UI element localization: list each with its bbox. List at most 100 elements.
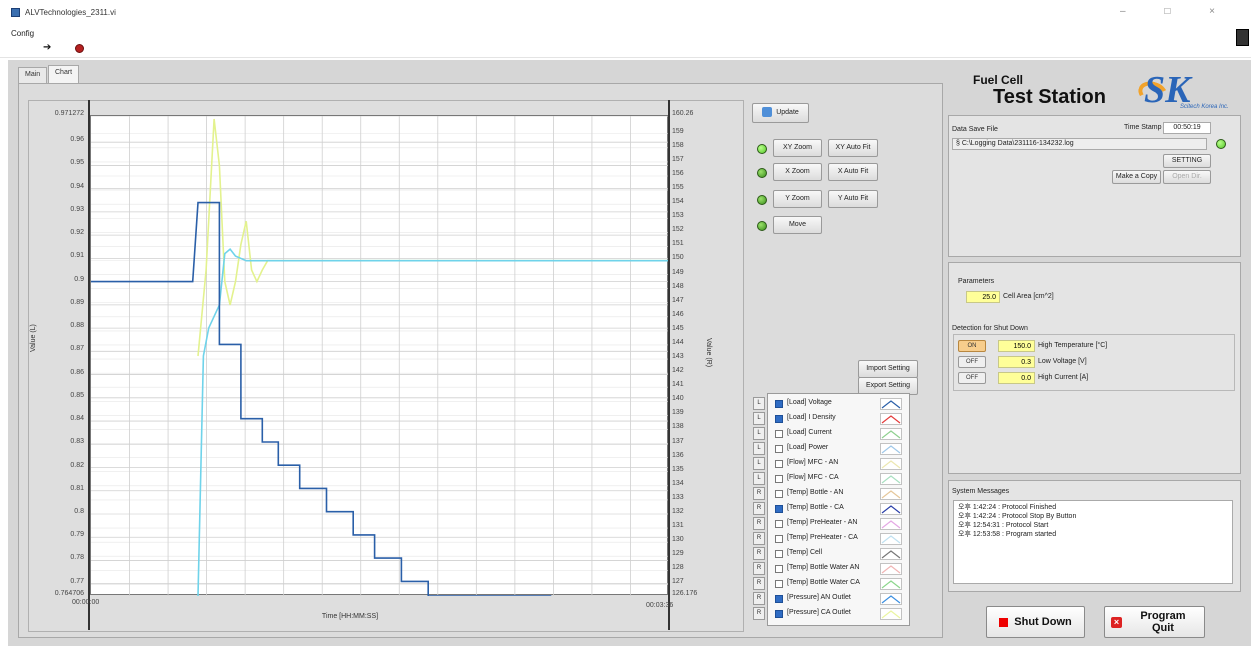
xy-zoom-led (757, 144, 767, 154)
series-visible-checkbox[interactable] (775, 550, 783, 558)
axis-assign-button[interactable]: R (753, 607, 765, 620)
axis-assign-button[interactable]: R (753, 532, 765, 545)
open-dir-button[interactable]: Open Dir. (1163, 170, 1211, 184)
legend-swatch-icon[interactable] (880, 578, 902, 590)
parameters-label: Parameters (958, 278, 995, 285)
legend-swatch-icon[interactable] (880, 488, 902, 500)
axis-assign-button[interactable]: R (753, 592, 765, 605)
system-message-line: 오후 12:54:31 : Protocol Start (958, 522, 1049, 529)
series-visible-checkbox[interactable] (775, 520, 783, 528)
legend-swatch-icon[interactable] (880, 563, 902, 575)
legend-swatch-icon[interactable] (880, 548, 902, 560)
shutdown-toggle-switch[interactable]: OFF (958, 372, 986, 384)
abort-execution-icon[interactable] (75, 44, 84, 53)
series-visible-checkbox[interactable] (775, 415, 783, 423)
legend-swatch-icon[interactable] (880, 533, 902, 545)
right-axis-cursor[interactable] (668, 100, 670, 630)
series-visible-checkbox[interactable] (775, 565, 783, 573)
axis-assign-button[interactable]: L (753, 457, 765, 470)
shutdown-button[interactable]: Shut Down (986, 606, 1085, 638)
legend-swatch-icon[interactable] (880, 473, 902, 485)
x-autofit-button[interactable]: X Auto Fit (828, 163, 878, 181)
xy-autofit-button[interactable]: XY Auto Fit (828, 139, 878, 157)
series-visible-checkbox[interactable] (775, 475, 783, 483)
y-autofit-button[interactable]: Y Auto Fit (828, 190, 878, 208)
shutdown-detection-box (953, 334, 1235, 391)
run-arrow-icon[interactable]: ➔ (43, 42, 52, 53)
legend-swatch-icon[interactable] (880, 593, 902, 605)
axis-assign-button[interactable]: R (753, 487, 765, 500)
left-axis-cursor[interactable] (88, 100, 90, 630)
menu-config[interactable]: Config (11, 29, 35, 38)
save-path-field[interactable]: § C:\Logging Data\231116-134232.log (952, 138, 1207, 150)
series-visible-checkbox[interactable] (775, 505, 783, 513)
plot-svg (91, 115, 669, 597)
y-zoom-button[interactable]: Y Zoom (773, 190, 822, 208)
update-button[interactable]: Update (752, 103, 809, 123)
series-visible-checkbox[interactable] (775, 445, 783, 453)
legend-swatch-line (881, 535, 901, 544)
legend-label: [Temp] Bottle - CA (787, 504, 844, 511)
series-visible-checkbox[interactable] (775, 400, 783, 408)
xy-zoom-button[interactable]: XY Zoom (773, 139, 822, 157)
series-line-pressure-an-outlet (197, 247, 669, 597)
axis-assign-button[interactable]: L (753, 442, 765, 455)
legend-swatch-icon[interactable] (880, 608, 902, 620)
series-visible-checkbox[interactable] (775, 535, 783, 543)
legend-label: [Load] Power (787, 444, 829, 451)
cell-area-input[interactable] (966, 291, 1000, 303)
right-tick-label: 132 (672, 507, 684, 515)
tab-main[interactable]: Main (18, 67, 48, 83)
axis-assign-button[interactable]: L (753, 472, 765, 485)
make-copy-button[interactable]: Make a Copy (1112, 170, 1161, 184)
axis-assign-button[interactable]: R (753, 517, 765, 530)
axis-assign-button[interactable]: R (753, 502, 765, 515)
legend-swatch-icon[interactable] (880, 503, 902, 515)
legend-swatch-icon[interactable] (880, 428, 902, 440)
series-visible-checkbox[interactable] (775, 490, 783, 498)
left-tick-label: 0.81 (70, 484, 84, 492)
series-visible-checkbox[interactable] (775, 460, 783, 468)
left-tick-label: 0.94 (70, 182, 84, 190)
shutdown-toggle-switch[interactable]: ON (958, 340, 986, 352)
x-tick-start: 00:00:00 (72, 599, 100, 606)
right-tick-label: 139 (672, 409, 684, 417)
series-visible-checkbox[interactable] (775, 580, 783, 588)
axis-assign-button[interactable]: L (753, 397, 765, 410)
system-messages-log[interactable]: 오후 1:42:24 : Protocol Finished 오후 1:42:24… (953, 500, 1233, 584)
series-visible-checkbox[interactable] (775, 610, 783, 618)
axis-assign-button[interactable]: R (753, 547, 765, 560)
legend-swatch-icon[interactable] (880, 443, 902, 455)
tab-chart[interactable]: Chart (48, 65, 80, 84)
import-setting-button[interactable]: Import Setting (858, 360, 918, 378)
window-title: ALVTechnologies_2311.vi (25, 8, 116, 17)
shutdown-toggle-switch[interactable]: OFF (958, 356, 986, 368)
axis-assign-button[interactable]: L (753, 412, 765, 425)
axis-assign-button[interactable]: R (753, 577, 765, 590)
legend-label: [Temp] Bottle Water CA (787, 579, 860, 586)
system-message-line: 오후 12:53:58 : Program started (958, 531, 1057, 538)
setting-button[interactable]: SETTING (1163, 154, 1211, 168)
move-button[interactable]: Move (773, 216, 822, 234)
shutdown-threshold-input[interactable] (998, 356, 1035, 368)
right-tick-label: 136 (672, 451, 684, 459)
legend-label: [Load] Current (787, 429, 832, 436)
title-bar (0, 0, 1251, 24)
axis-assign-button[interactable]: R (753, 562, 765, 575)
window-controls[interactable]: – □ × (1120, 6, 1233, 17)
legend-swatch-icon[interactable] (880, 518, 902, 530)
program-quit-button[interactable]: × Program Quit (1104, 606, 1205, 638)
legend-swatch-icon[interactable] (880, 398, 902, 410)
axis-assign-button[interactable]: L (753, 427, 765, 440)
series-visible-checkbox[interactable] (775, 595, 783, 603)
right-tick-label: 153 (672, 212, 684, 220)
x-zoom-button[interactable]: X Zoom (773, 163, 822, 181)
legend-swatch-icon[interactable] (880, 458, 902, 470)
plot-area[interactable] (90, 115, 669, 597)
shutdown-threshold-input[interactable] (998, 372, 1035, 384)
legend-swatch-line (881, 520, 901, 529)
legend-swatch-icon[interactable] (880, 413, 902, 425)
shutdown-threshold-input[interactable] (998, 340, 1035, 352)
legend-label: [Pressure] AN Outlet (787, 594, 851, 601)
series-visible-checkbox[interactable] (775, 430, 783, 438)
